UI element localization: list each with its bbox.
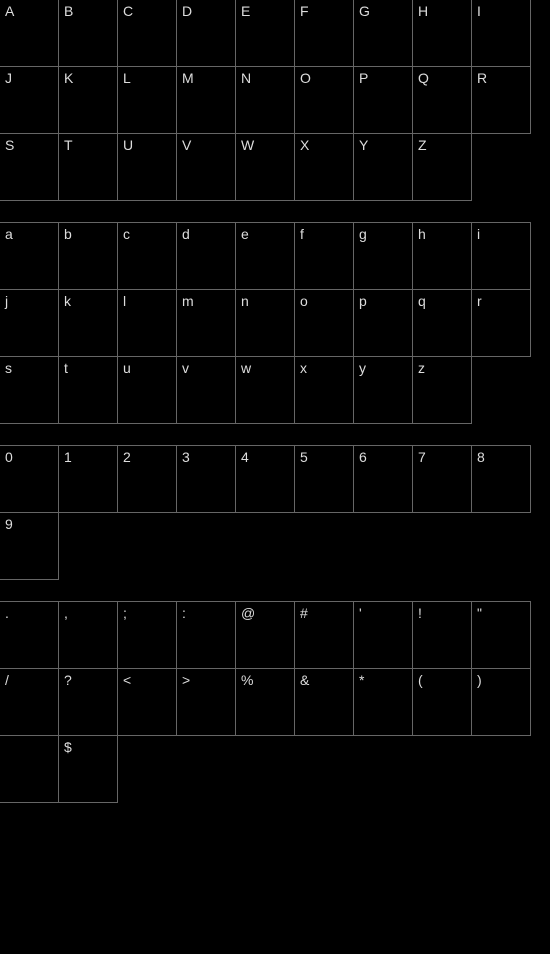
glyph-cell[interactable]: F (294, 0, 354, 67)
section-gap (0, 201, 550, 223)
glyph-cell[interactable]: ! (412, 601, 472, 669)
glyph-cell[interactable]: W (235, 133, 295, 201)
glyph-cell[interactable]: N (235, 66, 295, 134)
glyph-cell[interactable]: D (176, 0, 236, 67)
glyph-cell[interactable]: Z (412, 133, 472, 201)
glyph-cell[interactable]: # (294, 601, 354, 669)
glyph-cell[interactable]: 6 (353, 445, 413, 513)
glyph-cell[interactable]: g (353, 222, 413, 290)
glyph-cell[interactable]: . (0, 601, 59, 669)
glyph-cell[interactable]: f (294, 222, 354, 290)
glyph-cell[interactable]: 2 (117, 445, 177, 513)
glyph-cell[interactable]: 5 (294, 445, 354, 513)
glyph-cell[interactable]: / (0, 668, 59, 736)
glyph-cell[interactable]: ' (353, 601, 413, 669)
glyph-cell[interactable]: , (58, 601, 118, 669)
glyph-cell[interactable]: j (0, 289, 59, 357)
glyph-cell[interactable]: C (117, 0, 177, 67)
section-gap (0, 424, 550, 446)
glyph-cell[interactable]: e (235, 222, 295, 290)
glyph-cell[interactable]: G (353, 0, 413, 67)
glyph-cell[interactable]: Y (353, 133, 413, 201)
glyph-cell[interactable]: u (117, 356, 177, 424)
glyph-cell[interactable]: ) (471, 668, 531, 736)
glyph-cell[interactable]: ? (58, 668, 118, 736)
glyph-cell[interactable]: n (235, 289, 295, 357)
glyph-cell[interactable]: h (412, 222, 472, 290)
glyph-cell[interactable]: * (353, 668, 413, 736)
glyph-cell[interactable]: H (412, 0, 472, 67)
glyph-cell[interactable]: c (117, 222, 177, 290)
glyph-cell[interactable]: o (294, 289, 354, 357)
glyph-cell[interactable]: y (353, 356, 413, 424)
charmap-section-digits: 012345678 9 (0, 446, 540, 580)
glyph-cell[interactable]: B (58, 0, 118, 67)
charmap-section-lowercase: abcdefghi jklmnopqr stuvwxyz (0, 223, 540, 424)
glyph-cell[interactable]: r (471, 289, 531, 357)
glyph-cell[interactable]: 4 (235, 445, 295, 513)
glyph-cell[interactable]: I (471, 0, 531, 67)
glyph-cell[interactable]: R (471, 66, 531, 134)
glyph-cell[interactable]: S (0, 133, 59, 201)
glyph-cell[interactable]: ( (412, 668, 472, 736)
glyph-cell[interactable]: 7 (412, 445, 472, 513)
glyph-cell[interactable]: J (0, 66, 59, 134)
glyph-cell[interactable]: " (471, 601, 531, 669)
glyph-cell[interactable]: i (471, 222, 531, 290)
glyph-cell[interactable]: V (176, 133, 236, 201)
glyph-cell[interactable]: l (117, 289, 177, 357)
glyph-cell[interactable]: w (235, 356, 295, 424)
glyph-cell[interactable]: : (176, 601, 236, 669)
glyph-cell[interactable]: ; (117, 601, 177, 669)
glyph-cell[interactable]: d (176, 222, 236, 290)
glyph-cell[interactable]: z (412, 356, 472, 424)
glyph-cell[interactable]: A (0, 0, 59, 67)
glyph-cell[interactable]: O (294, 66, 354, 134)
glyph-cell[interactable]: 1 (58, 445, 118, 513)
character-map: ABCDEFGHI JKLMNOPQR STUVWXYZabcdefghi jklmn… (0, 0, 550, 803)
glyph-cell[interactable]: M (176, 66, 236, 134)
glyph-cell[interactable]: @ (235, 601, 295, 669)
glyph-cell[interactable]: U (117, 133, 177, 201)
glyph-cell[interactable]: > (176, 668, 236, 736)
charmap-section-symbols: .,;:@#'!" /?<>%&*() $ (0, 602, 540, 803)
glyph-cell[interactable]: 0 (0, 445, 59, 513)
charmap-section-uppercase: ABCDEFGHI JKLMNOPQR STUVWXYZ (0, 0, 540, 201)
glyph-cell[interactable]: T (58, 133, 118, 201)
glyph-cell[interactable]: m (176, 289, 236, 357)
glyph-cell[interactable]: v (176, 356, 236, 424)
glyph-cell[interactable]: L (117, 66, 177, 134)
glyph-cell[interactable]: Q (412, 66, 472, 134)
glyph-cell[interactable]: & (294, 668, 354, 736)
glyph-cell[interactable]: q (412, 289, 472, 357)
glyph-cell[interactable]: 3 (176, 445, 236, 513)
glyph-cell[interactable]: 9 (0, 512, 59, 580)
glyph-cell[interactable]: K (58, 66, 118, 134)
glyph-cell[interactable]: a (0, 222, 59, 290)
glyph-cell[interactable]: < (117, 668, 177, 736)
glyph-cell[interactable]: 8 (471, 445, 531, 513)
glyph-cell[interactable]: P (353, 66, 413, 134)
glyph-cell[interactable]: $ (58, 735, 118, 803)
glyph-cell[interactable]: x (294, 356, 354, 424)
glyph-cell[interactable]: s (0, 356, 59, 424)
glyph-cell[interactable]: % (235, 668, 295, 736)
glyph-cell[interactable]: k (58, 289, 118, 357)
glyph-cell[interactable]: b (58, 222, 118, 290)
glyph-cell[interactable]: p (353, 289, 413, 357)
glyph-cell[interactable]: t (58, 356, 118, 424)
section-gap (0, 580, 550, 602)
glyph-cell[interactable]: X (294, 133, 354, 201)
glyph-cell[interactable]: E (235, 0, 295, 67)
glyph-cell[interactable] (0, 735, 59, 803)
